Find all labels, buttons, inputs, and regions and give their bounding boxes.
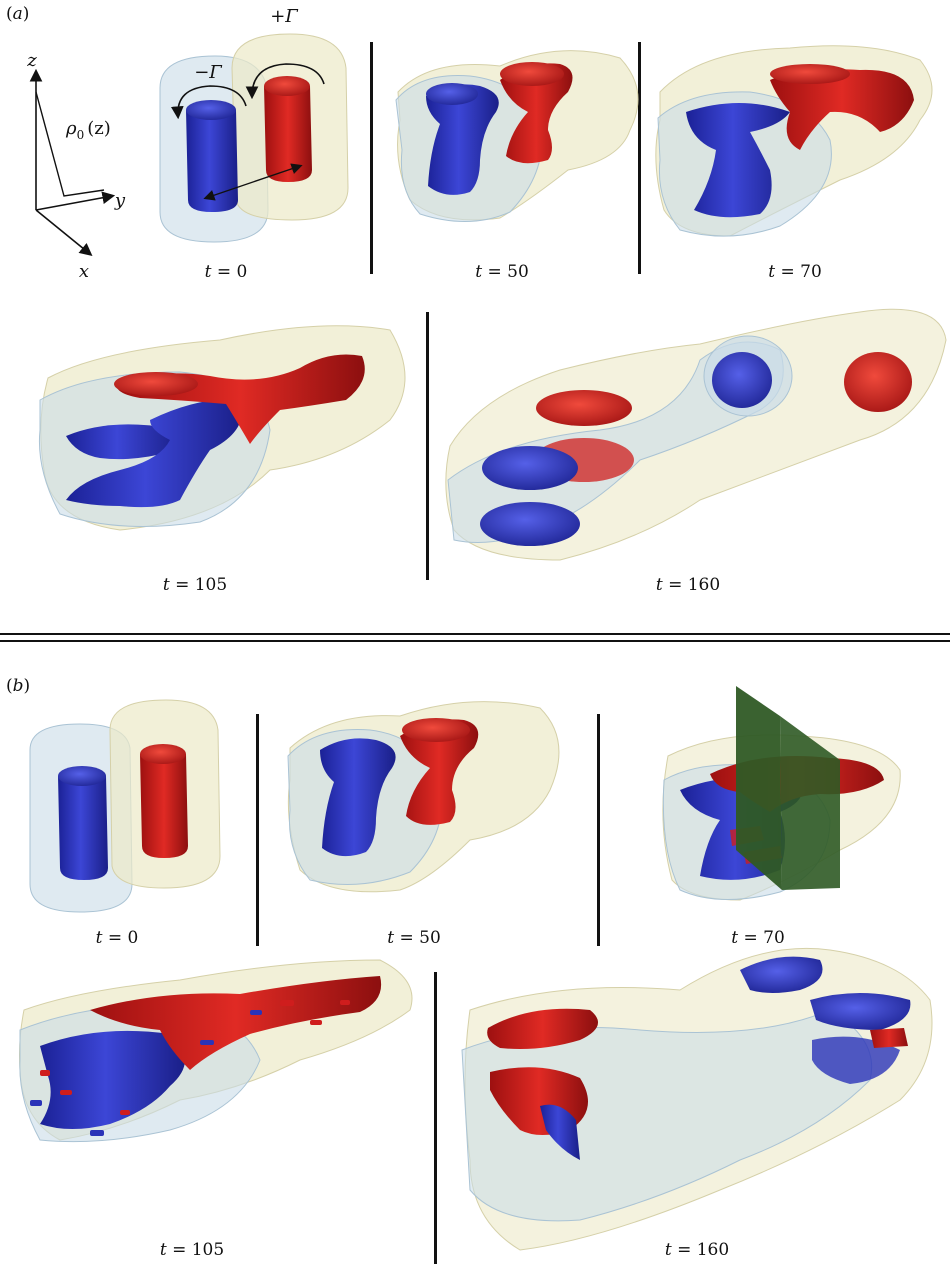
divider-b-3 [434, 972, 437, 1264]
panel-b-time-t70: t = 70 [731, 928, 785, 948]
panel-a-t105-vortices [38, 325, 406, 531]
panel-b-time-t50: t = 50 [387, 928, 441, 948]
panel-a-t0-cylinders [159, 33, 349, 243]
panel-a-time-t160: t = 160 [655, 575, 721, 595]
panel-b-t0-cylinders [29, 699, 221, 913]
panel-a-time-t0: t = 0 [204, 262, 248, 282]
double-rule-bottom [0, 640, 950, 642]
circulation-negative-label: −Γ [194, 62, 223, 83]
panel-a-t50-vortices [395, 50, 639, 222]
axis-z-label: z [26, 50, 37, 71]
panel-b-t70-vortices [662, 686, 901, 901]
panel-a-t160-vortices [445, 308, 947, 561]
density-profile-label: ρ0 (z) [65, 118, 111, 142]
panel-b-time-t160: t = 160 [664, 1240, 730, 1260]
divider-b-2 [597, 714, 600, 946]
double-rule-top [0, 633, 950, 635]
axis-y-label: y [114, 190, 126, 211]
panel-b-time-t105: t = 105 [159, 1240, 225, 1260]
panel-a-time-t50: t = 50 [475, 262, 529, 282]
panel-a-t70-vortices [655, 45, 933, 237]
divider-a-1 [370, 42, 373, 274]
panel-a-time-t70: t = 70 [768, 262, 822, 282]
coordinate-axes [29, 68, 116, 257]
axis-x-label: x [79, 261, 89, 282]
panel-a-time-t105: t = 105 [162, 575, 228, 595]
panel-b-label: (b) [6, 676, 31, 696]
panel-b-t50-vortices [287, 701, 560, 893]
panel-b-t105-vortices [19, 959, 413, 1143]
circulation-positive-label: +Γ [270, 6, 299, 27]
divider-a-2 [638, 42, 641, 274]
panel-b-time-t0: t = 0 [95, 928, 139, 948]
panel-b-t160-vortices [461, 947, 933, 1251]
panel-a-label: (a) [6, 4, 30, 24]
divider-b-1 [256, 714, 259, 946]
divider-a-3 [426, 312, 429, 580]
